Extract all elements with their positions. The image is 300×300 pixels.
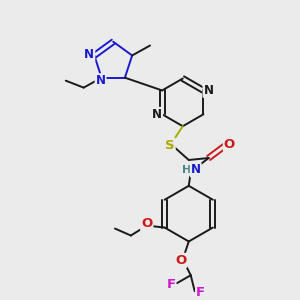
Text: S: S bbox=[165, 139, 175, 152]
Text: O: O bbox=[141, 217, 152, 230]
Text: N: N bbox=[203, 84, 213, 97]
Text: N: N bbox=[191, 164, 201, 176]
Text: F: F bbox=[166, 278, 176, 291]
Text: O: O bbox=[175, 254, 186, 267]
Text: O: O bbox=[224, 138, 235, 151]
Text: N: N bbox=[96, 74, 106, 87]
Text: N: N bbox=[84, 48, 94, 61]
Text: F: F bbox=[196, 286, 205, 299]
Text: H: H bbox=[182, 165, 191, 175]
Text: N: N bbox=[152, 108, 162, 121]
